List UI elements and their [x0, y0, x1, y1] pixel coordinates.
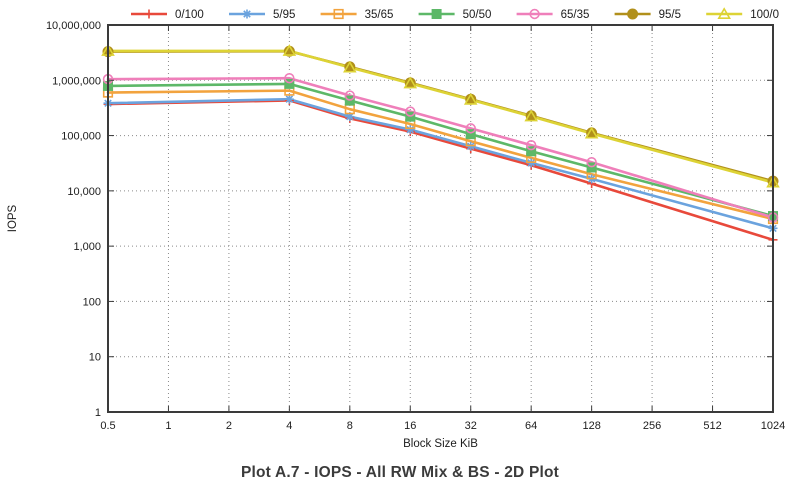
- legend-item-0-100: 0/100: [131, 9, 204, 21]
- y-tick-label: 1: [95, 407, 101, 419]
- legend-label: 50/50: [463, 9, 492, 21]
- series-65-35-markers: [102, 73, 779, 223]
- series-100-0-line: [106, 49, 775, 184]
- legend-item-100-0: 100/0: [706, 7, 779, 21]
- x-tick-label: 16: [404, 420, 416, 432]
- legend-label: 95/5: [659, 9, 681, 21]
- series-50-50-line: [106, 82, 775, 218]
- legend-item-35-65: 35/65: [320, 8, 394, 21]
- legend-item-50-50: 50/50: [418, 9, 492, 21]
- tick-labels: 0.5 1 2 4 8 16 32 64 128 256 512 10241101001,00010,…: [46, 20, 785, 432]
- y-tick-label: 1,000,000: [52, 75, 101, 87]
- y-tick-label: 100: [83, 296, 101, 308]
- x-tick-label: 1: [165, 420, 171, 432]
- legend-label: 65/35: [561, 9, 590, 21]
- iops-chart: 0.5 1 2 4 8 16 32 64 128 256 512 10241101001,00010,…: [7, 7, 785, 450]
- legend-item-95-5: 95/5: [614, 8, 681, 21]
- legend-label: 0/100: [175, 9, 204, 21]
- y-tick-label: 10: [89, 352, 101, 364]
- chart-title: Plot A.7 - IOPS - All RW Mix & BS - 2D P…: [240, 464, 560, 481]
- x-tick-label: 256: [643, 420, 661, 432]
- legend-label: 35/65: [365, 9, 394, 21]
- series-5-95-markers: [103, 94, 778, 233]
- x-tick-label: 4: [286, 420, 292, 432]
- gridlines: [108, 25, 773, 412]
- tick-marks: [107, 24, 774, 413]
- legend-label: 100/0: [750, 9, 779, 21]
- x-tick-label: 512: [703, 420, 721, 432]
- plot-frame: [107, 24, 774, 413]
- series-markers: [101, 44, 780, 245]
- x-tick-label: 64: [525, 420, 537, 432]
- series-95-5-line: [106, 49, 775, 183]
- series-95-5-markers: [102, 45, 779, 187]
- x-tick-label: 2: [226, 420, 232, 432]
- y-axis-label: IOPS: [7, 204, 19, 232]
- y-tick-label: 1,000: [73, 241, 101, 253]
- series-lines: [106, 49, 775, 242]
- x-tick-label: 128: [582, 420, 600, 432]
- legend-item-5-95: 5/95: [229, 9, 295, 21]
- x-tick-label: 1024: [761, 420, 785, 432]
- x-tick-label: 0.5: [100, 420, 115, 432]
- y-tick-label: 10,000: [67, 186, 101, 198]
- legend-label: 5/95: [273, 9, 295, 21]
- legend: 0/100 5/95 35/65 50/50 65/35 95/5 100/0: [131, 7, 779, 21]
- x-tick-label: 8: [347, 420, 353, 432]
- y-tick-label: 10,000,000: [46, 20, 101, 32]
- x-tick-label: 32: [465, 420, 477, 432]
- series-5-95-line: [106, 97, 775, 230]
- y-tick-label: 100,000: [61, 131, 101, 143]
- legend-item-65-35: 65/35: [516, 8, 590, 21]
- series-100-0-markers: [101, 44, 780, 188]
- series-35-65-line: [106, 89, 775, 221]
- series-0-100-markers: [103, 95, 778, 245]
- series-65-35-line: [106, 76, 775, 219]
- x-axis-label: Block Size KiB: [403, 438, 478, 450]
- series-0-100-line: [106, 99, 775, 242]
